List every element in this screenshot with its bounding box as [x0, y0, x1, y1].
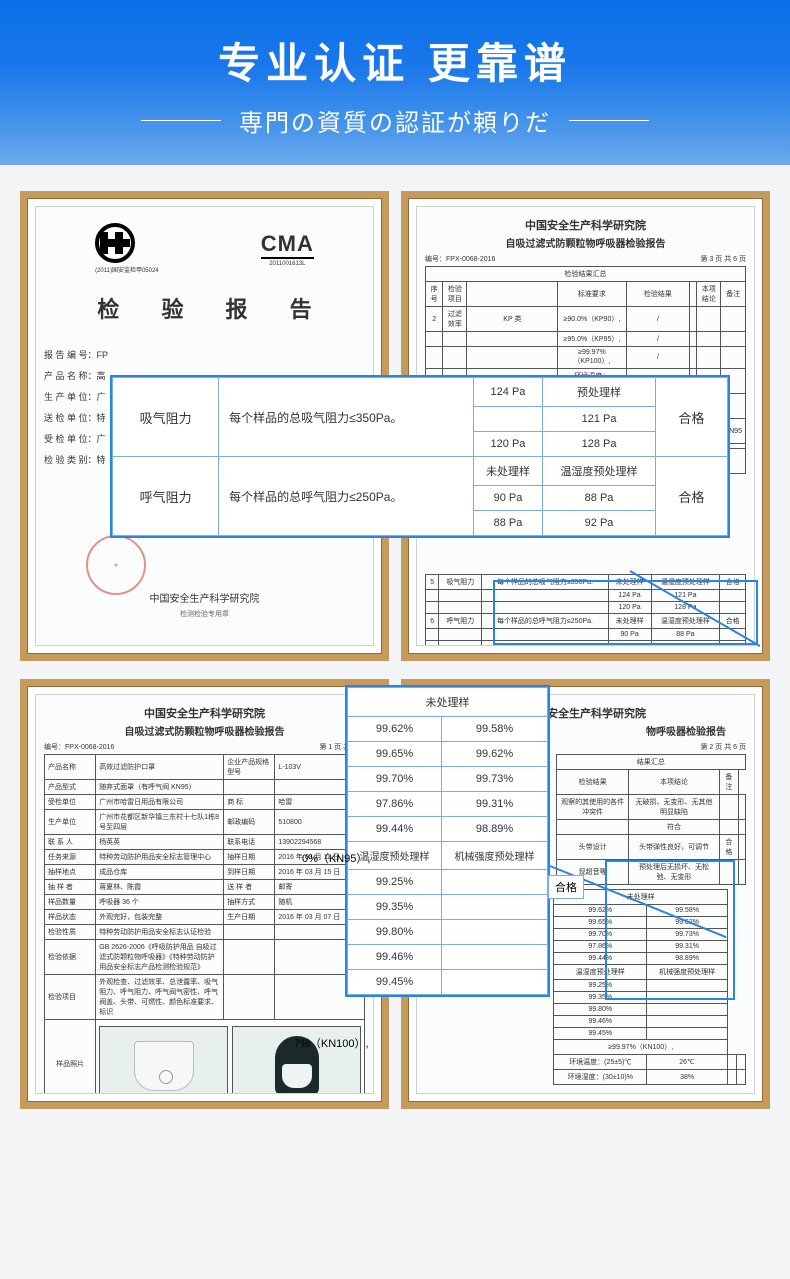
report-title: 自吸过滤式防颗粒物呼吸器检验报告 [425, 235, 746, 250]
issuer-sub: 检测检验专用章 [36, 609, 373, 619]
table-row: 产品型式随弃式面罩（有呼气阀 KN95） [45, 780, 365, 795]
logo-caption-left: (2011)国安监检甲05024 [95, 265, 159, 274]
report-org: 中国安全生产科学研究院 [44, 705, 365, 721]
table-section-title: 检验结果汇总 [426, 267, 746, 282]
table-row: 99.65%99.62% [348, 742, 548, 767]
pass-badge: 合格 [548, 875, 584, 899]
table-row: 检验项目外观检查、过滤效率、总泄露率、吸气阻力、呼气阻力、呼气阀气密性、呼气阀盖… [45, 975, 365, 1020]
sample-photo-row: 样品照片 该样品依据 GB2626-2006《呼吸防护用品 自吸过滤式防颗粒物呼… [44, 1019, 365, 1094]
logo-caption-right: 2011001613L [261, 261, 314, 267]
table-row: 生产单位广州市花都区新华镇三东村十七队1栋8号至四层邮政编码510800 [45, 810, 365, 835]
table-row: 呼气阻力每个样品的总呼气阻力≤250Pa。未处理样温湿度预处理样合格 [113, 457, 728, 486]
table-row: ≥99.97%（KP100）,/ [426, 347, 746, 369]
table-row: 99.46% [554, 1016, 746, 1028]
table-row: 99.25% [348, 870, 548, 895]
table-row: 99.62%99.58% [348, 717, 548, 742]
report-code: 编号：FPX-0068-2016 [425, 254, 495, 264]
product-info-table: 产品名称高效过滤防护口罩企业产品规格型号L-103V产品型式随弃式面罩（有呼气阀… [44, 754, 365, 1020]
table-row: 联 系 人杨英英联系电话13902294568 [45, 835, 365, 850]
table-row: 吸气阻力每个样品的总吸气阻力≤350Pa。124 Pa预处理样合格 [113, 378, 728, 407]
table-row: 产品名称高效过滤防护口罩企业产品规格型号L-103V [45, 755, 365, 780]
mask-photo-front [99, 1026, 228, 1094]
table-row: 99.70%99.73% [348, 767, 548, 792]
certificates-grid: (2011)国安监检甲05024 CMA 2011001613L 检 验 报 告… [0, 165, 790, 1129]
callout-source-box [605, 860, 735, 1000]
table-row: 检验依据GB 2626-2006《呼吸防护用品 自吸过滤式防颗粒物呼吸器》《特种… [45, 940, 365, 975]
report-org: 中国安全生产科学研究院 [425, 217, 746, 233]
table-row: 样品数量呼吸器 36 个抽样方式随机 [45, 895, 365, 910]
kn95-band-label: 0%（KN95）, [302, 850, 370, 866]
report-field: 报 告 编 号：FP [44, 348, 365, 361]
callout-source-box [493, 580, 758, 645]
table-row: 抽 样 者蒋夏林、陈霞送 样 者邮寄 [45, 880, 365, 895]
report-page: 第 3 页 共 6 页 [700, 254, 746, 264]
table-row: 99.80% [348, 920, 548, 945]
banner-title: 专业认证 更靠谱 [0, 30, 790, 91]
table-row: 99.80% [554, 1004, 746, 1016]
kn100-label: ≥99.97%（KN100）, [554, 1040, 728, 1055]
report-page: 第 2 页 共 6 页 [700, 742, 746, 752]
table-row: ≥95.0%（KP95）,/ [426, 332, 746, 347]
table-row: 检验性质特种劳动防护用品安全标志认证检验 [45, 925, 365, 940]
zoom-callout-filtration: 未处理样 99.62%99.58%99.65%99.62%99.70%99.73… [345, 685, 550, 997]
divider-line [141, 120, 221, 121]
table-row: 观察的其使用的各件冲突件无破损、无变形、无其他明显缺陷 [556, 795, 745, 820]
inspection-report-page1: 中国安全生产科学研究院 自吸过滤式防颗粒物呼吸器检验报告 编号：FPX-0068… [35, 694, 374, 1094]
report-title: 自吸过滤式防颗粒物呼吸器检验报告 [44, 723, 365, 738]
banner-subtitle-row: 専門の資質の認証が頼りだ [0, 103, 790, 138]
zoom-callout-resistance: 吸气阻力每个样品的总吸气阻力≤350Pa。124 Pa预处理样合格121 Pa1… [110, 375, 730, 538]
table-row: 头带设计头带弹性良好，可调节合格 [556, 835, 745, 860]
table-row: 97.86%99.31% [348, 792, 548, 817]
banner-subtitle: 専門の資質の認証が頼りだ [239, 103, 551, 138]
red-seal-icon: ★ [86, 535, 146, 595]
issuer-name: 中国安全生产科学研究院 [36, 590, 373, 605]
safety-cross-icon [95, 223, 135, 263]
table-row: 2过滤效率KP 类≥90.0%（KP90）,/ [426, 307, 746, 332]
table-row: 99.45% [348, 970, 548, 995]
table-row: 符合 [556, 820, 745, 835]
table-row: 样品状态外观完好，包装完整生产日期2016 年 03 月 07 日 [45, 910, 365, 925]
table-row: 受检单位广州市哈雷日用品有限公司商 标哈雷 [45, 795, 365, 810]
table-row: 99.46% [348, 945, 548, 970]
table-row: 环境湿度：(30±10)%38% [554, 1070, 746, 1085]
table-row: 99.45% [554, 1028, 746, 1040]
kn100-band-label: 7%（KN100）, [294, 1035, 369, 1051]
report-main-title: 检 验 报 告 [44, 292, 365, 324]
section-label: 结果汇总 [556, 755, 745, 770]
sample-photo-label: 样品照片 [45, 1020, 96, 1095]
divider-line [569, 120, 649, 121]
report-code: 编号：FPX-0068-2016 [44, 742, 114, 752]
banner: 专业认证 更靠谱 専門の資質の認証が頼りだ [0, 0, 790, 165]
cma-logo-text: CMA [261, 231, 314, 259]
table-row: 抽样地点成品仓库到样日期2016 年 03 月 15 日 [45, 865, 365, 880]
table-row: 99.44%98.89% [348, 817, 548, 842]
unprocessed-header: 未处理样 [348, 688, 548, 717]
table-row: 99.35% [348, 895, 548, 920]
table-row: 环境温度：(25±5)℃26℃ [554, 1055, 746, 1070]
